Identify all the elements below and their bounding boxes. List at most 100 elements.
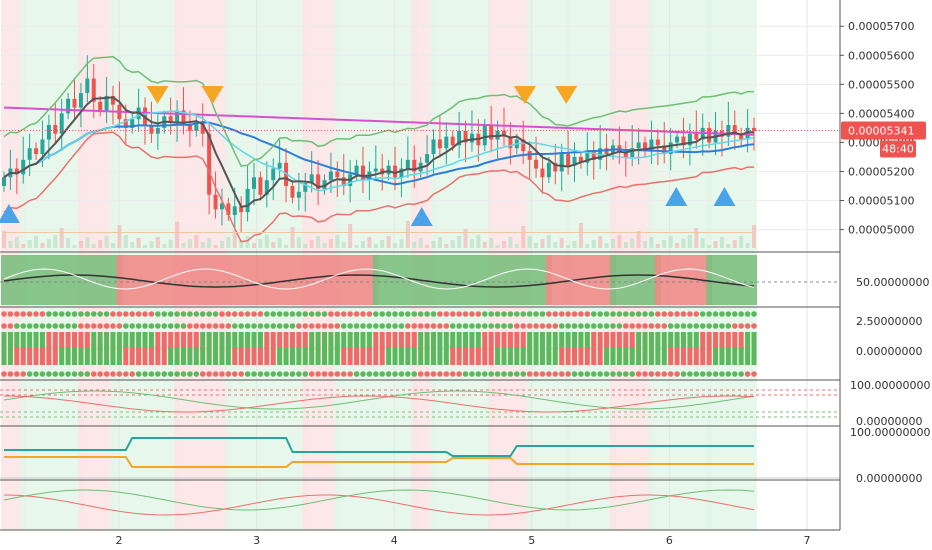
dmi-pane[interactable] bbox=[0, 437, 840, 479]
signal-bar bbox=[668, 347, 674, 365]
signal-dot bbox=[264, 371, 270, 377]
volume-bar bbox=[66, 238, 71, 248]
signal-bar bbox=[405, 332, 411, 350]
signal-dot bbox=[129, 323, 136, 329]
signal-dot bbox=[7, 371, 14, 377]
volume-bar bbox=[745, 243, 750, 248]
oscillator-pane[interactable] bbox=[3, 489, 755, 516]
signal-bar bbox=[97, 332, 103, 350]
price-tick-label: 0.00005000 bbox=[848, 224, 914, 237]
signal-dot bbox=[661, 323, 668, 329]
signal-dot bbox=[347, 323, 353, 329]
signal-dot bbox=[122, 323, 129, 329]
signal-dot bbox=[110, 371, 116, 377]
signal-bar bbox=[136, 347, 142, 365]
signal-dot bbox=[437, 323, 443, 329]
signal-bar bbox=[668, 332, 674, 350]
signal-dot bbox=[347, 371, 353, 377]
candle-body bbox=[553, 162, 558, 172]
price-pane[interactable] bbox=[0, 55, 840, 248]
price-tick-label: 0.00005100 bbox=[848, 195, 914, 208]
signal-bar bbox=[251, 332, 257, 350]
signal-dot bbox=[155, 311, 161, 317]
signal-dot bbox=[706, 311, 712, 317]
signal-bar bbox=[559, 347, 565, 365]
signal-bar bbox=[648, 332, 654, 350]
signal-bar bbox=[488, 347, 494, 365]
signal-bar bbox=[33, 332, 39, 350]
signal-dot bbox=[661, 311, 668, 317]
signal-dot bbox=[449, 371, 456, 377]
signal-dot bbox=[462, 323, 469, 329]
volume-bar bbox=[559, 238, 564, 248]
signal-dot bbox=[520, 371, 527, 377]
signal-dot bbox=[667, 323, 674, 329]
signal-bar bbox=[610, 332, 616, 350]
volume-bar bbox=[328, 239, 333, 248]
signal-bar bbox=[283, 347, 289, 365]
signal-dot bbox=[334, 323, 341, 329]
volume-bar bbox=[219, 241, 224, 248]
signal-dot bbox=[97, 371, 103, 377]
signal-dot bbox=[687, 371, 693, 377]
candle-body bbox=[264, 180, 269, 195]
volume-bar bbox=[34, 236, 39, 248]
signal-dot bbox=[103, 311, 110, 317]
signal-bar bbox=[450, 347, 456, 365]
candle-body bbox=[328, 171, 333, 181]
signal-dot bbox=[603, 311, 610, 317]
signal-dot bbox=[122, 371, 129, 377]
signal-bar bbox=[155, 332, 161, 350]
signal-pane[interactable] bbox=[1, 311, 757, 377]
rsi-pane[interactable] bbox=[0, 255, 840, 305]
stochastic-pane[interactable] bbox=[0, 389, 840, 418]
volume-bar bbox=[123, 235, 128, 248]
signal-dot bbox=[443, 371, 450, 377]
signal-bar bbox=[129, 347, 135, 365]
signal-dot bbox=[238, 323, 244, 329]
candle-body bbox=[98, 101, 103, 111]
signal-dot bbox=[7, 323, 14, 329]
signal-dot bbox=[264, 311, 270, 317]
signal-dot bbox=[65, 311, 71, 317]
candle-body bbox=[175, 110, 180, 123]
signal-dot bbox=[552, 311, 559, 317]
signal-bar bbox=[706, 347, 712, 365]
signal-dot bbox=[546, 371, 552, 377]
signal-bar bbox=[430, 332, 436, 350]
signal-bar bbox=[379, 347, 385, 365]
time-tick-label: 4 bbox=[391, 534, 398, 547]
candle-body bbox=[559, 154, 564, 172]
volume-bar bbox=[675, 243, 680, 248]
signal-dot bbox=[456, 323, 462, 329]
signal-dot bbox=[257, 311, 264, 317]
volume-bar bbox=[739, 236, 744, 248]
dmi-minus-line bbox=[4, 456, 754, 468]
signal-bar bbox=[514, 332, 520, 350]
candle-body bbox=[578, 156, 583, 163]
signal-dot bbox=[719, 311, 725, 317]
signal-bar bbox=[91, 332, 97, 350]
signal-dot bbox=[334, 311, 341, 317]
candle-body bbox=[425, 154, 430, 163]
candle-body bbox=[591, 151, 596, 160]
signal-dot bbox=[590, 311, 597, 317]
signal-dot bbox=[296, 371, 302, 377]
signal-bar bbox=[39, 347, 45, 365]
signal-dot bbox=[719, 323, 725, 329]
price-axis[interactable]: 0.00005700 0.00005600 0.00005500 0.00005400… bbox=[840, 20, 930, 485]
candle-body bbox=[72, 98, 77, 108]
signal-bar bbox=[687, 332, 693, 350]
signal-dot bbox=[276, 323, 283, 329]
volume-bar bbox=[98, 240, 103, 248]
signal-bar bbox=[116, 347, 122, 365]
signal-dot bbox=[167, 371, 174, 377]
candle-body bbox=[687, 133, 692, 146]
signal-dot bbox=[244, 371, 251, 377]
volume-bar bbox=[521, 226, 526, 248]
time-axis[interactable]: 2 3 4 5 6 7 bbox=[116, 534, 811, 547]
volume-bar bbox=[700, 238, 705, 248]
signal-dot bbox=[315, 371, 321, 377]
volume-bar bbox=[53, 235, 58, 248]
